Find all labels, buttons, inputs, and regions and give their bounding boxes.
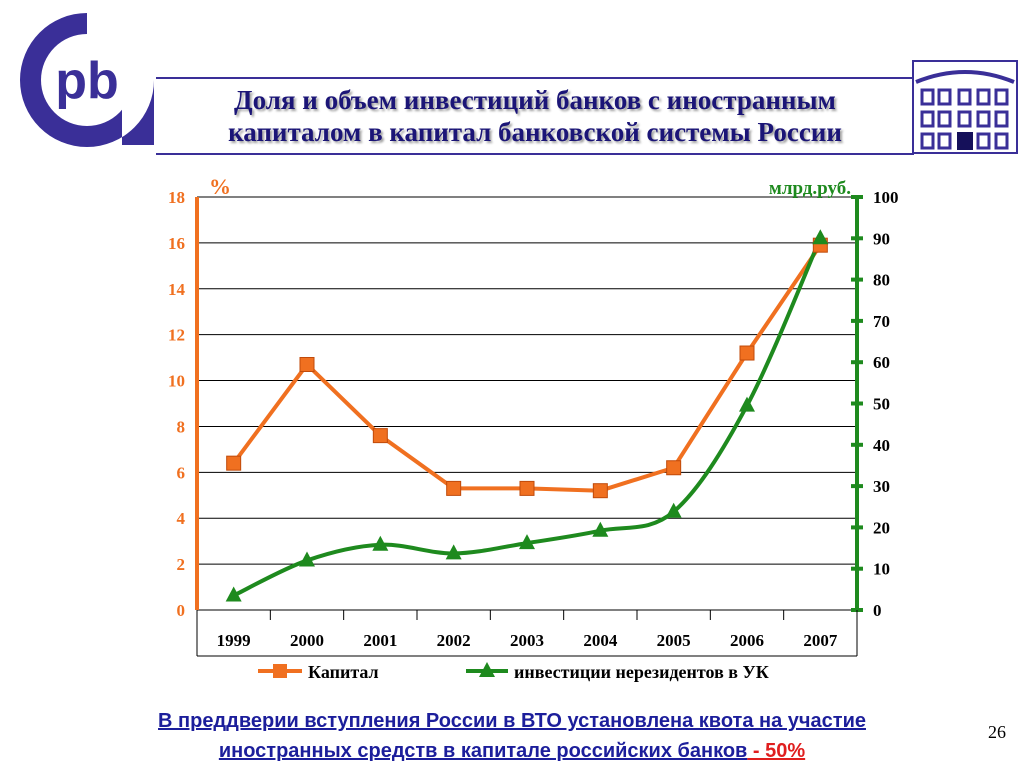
bank-logo: pb bbox=[12, 5, 162, 155]
footer-quota-value: - 50% bbox=[747, 740, 806, 762]
legend-marker-investments bbox=[479, 662, 495, 677]
left-tick-label: 16 bbox=[168, 234, 185, 253]
left-tick-label: 12 bbox=[168, 326, 185, 345]
left-tick-label: 0 bbox=[177, 601, 186, 620]
right-tick-label: 60 bbox=[873, 353, 890, 372]
investment-point-marker bbox=[299, 551, 315, 567]
x-tick-label: 2003 bbox=[510, 631, 544, 650]
x-tick-label: 2005 bbox=[657, 631, 691, 650]
left-tick-label: 6 bbox=[177, 463, 186, 482]
footer-line-2: иностранных средств в капитале российски… bbox=[218, 740, 748, 762]
page-title-line-1: Доля и объем инвестиций банков с иностра… bbox=[234, 85, 836, 115]
legend-label-investments: инвестиции нерезидентов в УК bbox=[514, 662, 769, 682]
left-tick-label: 2 bbox=[177, 555, 186, 574]
capital-point-marker bbox=[372, 428, 388, 444]
bank-building-icon bbox=[912, 60, 1018, 154]
capital-point-marker bbox=[666, 460, 682, 476]
capital-point-marker bbox=[226, 455, 242, 471]
right-tick-label: 40 bbox=[873, 436, 890, 455]
left-tick-label: 18 bbox=[168, 188, 185, 207]
legend-marker-capital bbox=[273, 664, 287, 678]
left-tick-label: 14 bbox=[168, 280, 186, 299]
building-emblem bbox=[912, 60, 1018, 154]
investment-point-marker bbox=[445, 544, 462, 560]
left-tick-label: 10 bbox=[168, 372, 185, 391]
footer-line-1: В преддверии вступления России в ВТО уст… bbox=[158, 710, 866, 732]
page-title-line-2: капиталом в капитал банковской системы Р… bbox=[228, 117, 842, 147]
capital-point-marker bbox=[519, 480, 535, 496]
right-tick-label: 0 bbox=[873, 601, 882, 620]
x-tick-label: 1999 bbox=[217, 631, 251, 650]
left-axis-unit: % bbox=[209, 174, 231, 199]
investment-chart: 0 2 4 6 8 10 12 14 16 18 % 0 10 20 30 40 50 60 70 80 90 100 мл… bbox=[168, 174, 899, 682]
title-banner: Доля и объем инвестиций банков с иностра… bbox=[156, 77, 914, 155]
capital-point-marker bbox=[446, 480, 462, 496]
investment-point-marker bbox=[519, 534, 535, 550]
right-tick-label: 50 bbox=[873, 395, 890, 414]
right-tick-label: 70 bbox=[873, 312, 890, 331]
x-tick-label: 2000 bbox=[290, 631, 324, 650]
x-tick-label: 2006 bbox=[730, 631, 764, 650]
right-tick-label: 10 bbox=[873, 560, 890, 579]
right-tick-label: 100 bbox=[873, 188, 899, 207]
svg-text:pb: pb bbox=[55, 52, 119, 110]
right-axis-unit: млрд.руб. bbox=[769, 178, 851, 199]
right-tick-label: 30 bbox=[873, 477, 890, 496]
capital-point-marker bbox=[299, 356, 315, 372]
investment-point-marker bbox=[812, 229, 829, 245]
investment-point-marker bbox=[372, 535, 389, 551]
investment-point-marker bbox=[592, 521, 609, 537]
left-tick-label: 8 bbox=[177, 417, 186, 436]
left-tick-label: 4 bbox=[177, 509, 186, 528]
right-tick-label: 80 bbox=[873, 271, 890, 290]
right-tick-label: 20 bbox=[873, 518, 890, 537]
capital-point-marker bbox=[739, 345, 755, 361]
investment-point-marker bbox=[225, 586, 242, 602]
series-line-capital bbox=[232, 244, 822, 493]
footer-note: В преддверии вступления России в ВТО уст… bbox=[40, 706, 984, 766]
x-tick-label: 2002 bbox=[437, 631, 471, 650]
investment-point-marker bbox=[665, 502, 682, 518]
legend-label-capital: Капитал bbox=[308, 662, 379, 682]
x-tick-label: 2007 bbox=[803, 631, 838, 650]
investment-point-marker bbox=[739, 396, 755, 412]
x-tick-label: 2004 bbox=[583, 631, 618, 650]
capital-point-marker bbox=[592, 483, 608, 499]
pb-logo-icon: pb bbox=[20, 13, 154, 147]
x-tick-label: 2001 bbox=[363, 631, 397, 650]
page-number: 26 bbox=[988, 722, 1006, 742]
right-tick-label: 90 bbox=[873, 229, 890, 248]
